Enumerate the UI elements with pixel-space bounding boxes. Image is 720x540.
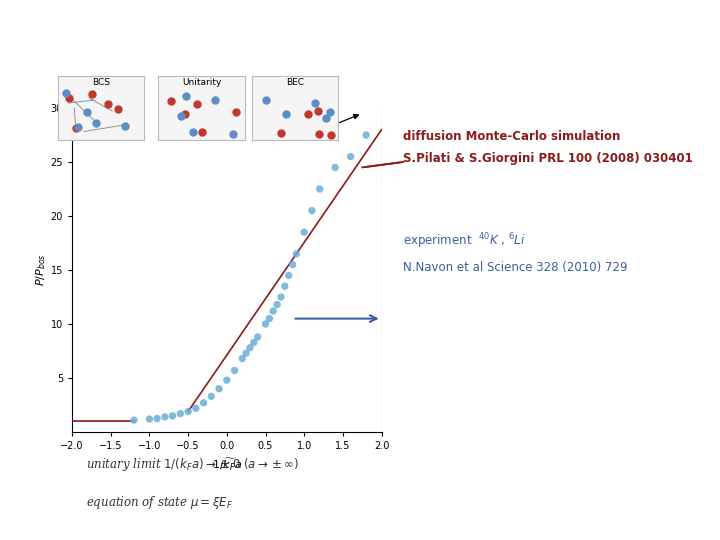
Text: Unitarity: Unitarity <box>182 78 221 87</box>
Text: experiment  $^{40}K$ , $^{6}Li$: experiment $^{40}K$ , $^{6}Li$ <box>403 232 526 251</box>
Text: N.Navon et al Science 328 (2010) 729: N.Navon et al Science 328 (2010) 729 <box>403 261 628 274</box>
Point <box>248 338 260 347</box>
Point <box>167 411 179 420</box>
Text: diffusion Monte-Carlo simulation: diffusion Monte-Carlo simulation <box>403 130 621 143</box>
Point <box>287 260 298 269</box>
Y-axis label: $P/P_{bos}$: $P/P_{bos}$ <box>34 254 48 286</box>
Point <box>268 307 279 315</box>
Point <box>128 416 140 424</box>
Point <box>159 413 171 421</box>
Point <box>229 366 240 375</box>
Point <box>361 131 372 139</box>
Point <box>345 152 356 161</box>
Point <box>206 392 217 401</box>
X-axis label: $1/\widetilde{k_F}a$: $1/\widetilde{k_F}a$ <box>212 457 242 473</box>
Point <box>144 415 156 423</box>
Text: S.Pilati & S.Giorgini PRL 100 (2008) 030401: S.Pilati & S.Giorgini PRL 100 (2008) 030… <box>403 152 693 165</box>
Point <box>291 249 302 258</box>
Point <box>275 293 287 301</box>
Point <box>299 228 310 237</box>
Point <box>213 384 225 393</box>
Text: unitary limit $1/(k_F a) \rightarrow \pm 0$ $(a \rightarrow \pm\infty)$: unitary limit $1/(k_F a) \rightarrow \pm… <box>86 456 300 473</box>
Point <box>283 271 294 280</box>
Point <box>198 399 210 407</box>
Point <box>151 414 163 423</box>
Point <box>182 407 194 416</box>
Point <box>264 314 275 323</box>
Point <box>175 409 186 418</box>
Text: BEC: BEC <box>287 78 304 87</box>
Point <box>221 376 233 384</box>
Point <box>244 343 256 352</box>
Text: equation of state $\mu = \xi E_F$: equation of state $\mu = \xi E_F$ <box>86 494 233 511</box>
Point <box>306 206 318 215</box>
Point <box>330 163 341 172</box>
Point <box>190 404 202 413</box>
Point <box>236 354 248 363</box>
Point <box>240 349 252 357</box>
Point <box>279 282 291 291</box>
Text: BCS-BEC crossover in ultracold Fermi gas: BCS-BEC crossover in ultracold Fermi gas <box>14 21 720 50</box>
Point <box>260 320 271 328</box>
Point <box>314 185 325 193</box>
Point <box>271 300 283 309</box>
Text: BCS: BCS <box>92 78 110 87</box>
Point <box>252 333 264 341</box>
